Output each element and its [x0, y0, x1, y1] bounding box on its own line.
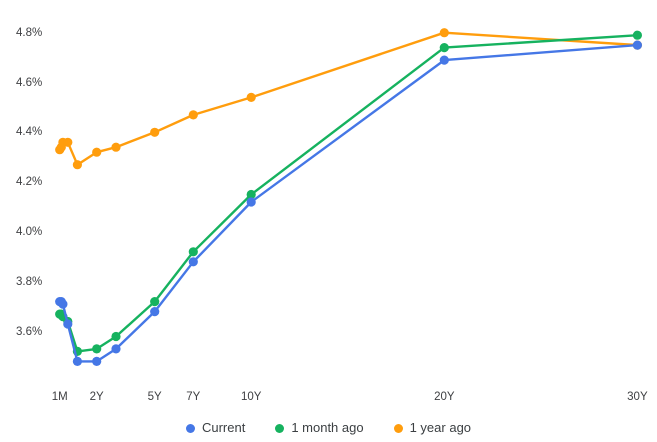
data-point-1-month-ago-20Y[interactable] [439, 43, 449, 53]
chart-legend: Current 1 month ago 1 year ago [0, 419, 657, 437]
series-line-1-month-ago [58, 34, 639, 353]
data-point-current-3M[interactable] [58, 299, 68, 309]
legend-label: Current [201, 420, 246, 435]
y-tick-label: 3.6% [16, 325, 43, 338]
data-point-1-year-ago-1Y[interactable] [72, 160, 82, 170]
data-point-1-year-ago-10Y[interactable] [246, 92, 256, 102]
y-tick-label: 4.6% [16, 76, 43, 89]
data-point-current-2Y[interactable] [92, 356, 102, 366]
data-point-1-month-ago-30Y[interactable] [632, 30, 643, 40]
data-point-current-30Y[interactable] [632, 40, 643, 50]
data-point-current-20Y[interactable] [439, 55, 449, 65]
legend-label: 1 month ago [291, 420, 364, 435]
data-point-current-7Y[interactable] [188, 257, 198, 267]
data-point-1-year-ago-6M[interactable] [63, 137, 73, 147]
x-tick-label: 1M [51, 391, 68, 403]
legend-label: 1 year ago [409, 420, 472, 435]
x-tick-label: 7Y [186, 391, 201, 403]
x-tick-label: 5Y [147, 391, 162, 403]
series-line-current [58, 43, 639, 363]
legend-dot-icon [275, 423, 285, 433]
legend-dot-icon [185, 423, 195, 433]
data-point-1-month-ago-2Y[interactable] [92, 344, 102, 354]
legend-item-current[interactable]: Current [185, 419, 246, 437]
data-point-1-year-ago-5Y[interactable] [150, 127, 160, 137]
data-point-1-year-ago-20Y[interactable] [439, 28, 449, 38]
data-point-current-10Y[interactable] [246, 197, 256, 207]
x-tick-label: 30Y [627, 391, 648, 403]
data-point-1-month-ago-3Y[interactable] [111, 331, 121, 342]
legend-item-1-year-ago[interactable]: 1 year ago [393, 419, 472, 437]
legend-dot-icon [393, 423, 403, 433]
y-tick-label: 3.8% [16, 275, 43, 288]
data-point-1-month-ago-5Y[interactable] [150, 297, 160, 307]
data-point-1-month-ago-10Y[interactable] [246, 189, 256, 200]
y-tick-label: 4.2% [16, 176, 43, 189]
data-point-current-3Y[interactable] [111, 344, 121, 354]
x-tick-label: 20Y [434, 391, 455, 403]
data-point-1-month-ago-7Y[interactable] [188, 247, 198, 257]
data-point-current-6M[interactable] [63, 319, 73, 329]
y-tick-label: 4.4% [16, 126, 43, 139]
data-point-1-year-ago-2Y[interactable] [92, 147, 102, 157]
legend-item-1-month-ago[interactable]: 1 month ago [275, 419, 364, 437]
y-tick-label: 4.8% [16, 26, 43, 39]
y-tick-label: 4.0% [16, 225, 43, 238]
data-point-current-5Y[interactable] [150, 307, 160, 317]
data-point-1-year-ago-7Y[interactable] [188, 110, 198, 120]
x-tick-label: 10Y [240, 391, 262, 403]
data-point-1-year-ago-3Y[interactable] [111, 142, 121, 152]
x-tick-label: 2Y [89, 391, 104, 403]
data-point-current-1Y[interactable] [72, 356, 82, 366]
